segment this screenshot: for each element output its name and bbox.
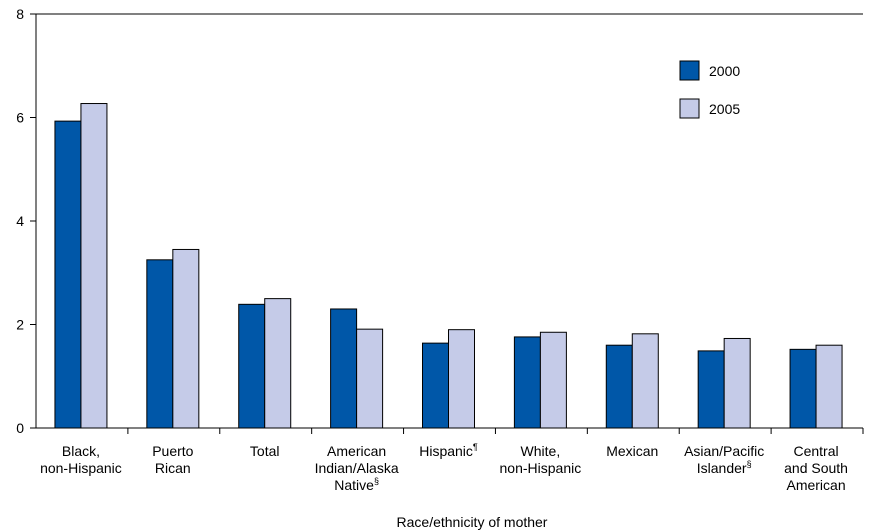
x-category-label: Total bbox=[250, 443, 280, 459]
x-category-label: Puerto Rican bbox=[152, 443, 193, 476]
bar-2000 bbox=[238, 303, 266, 429]
bar-2000 bbox=[789, 348, 817, 429]
y-tick-label: 8 bbox=[16, 6, 24, 22]
bar-2005 bbox=[815, 344, 843, 429]
bar-2000 bbox=[513, 336, 541, 429]
x-axis-title: Race/ethnicity of mother bbox=[397, 514, 548, 530]
bar-2000 bbox=[54, 120, 82, 429]
legend-label-2005: 2005 bbox=[709, 101, 740, 117]
legend-label-2000: 2000 bbox=[709, 63, 740, 79]
bar-2000 bbox=[330, 308, 358, 429]
x-category-label: American Indian/Alaska Native§ bbox=[315, 443, 399, 493]
y-tick-label: 4 bbox=[16, 213, 24, 229]
x-category-label: Mexican bbox=[606, 443, 658, 459]
bar-2005 bbox=[631, 333, 659, 429]
bar-2005 bbox=[356, 328, 384, 429]
bar-2005 bbox=[172, 248, 200, 429]
x-category-label: Central and South American bbox=[784, 443, 848, 493]
bar-2000 bbox=[146, 259, 174, 429]
bar-2000 bbox=[697, 350, 725, 429]
legend-swatch-2005 bbox=[679, 98, 700, 119]
y-tick-label: 0 bbox=[16, 420, 24, 436]
legend: 2000 2005 bbox=[679, 60, 740, 119]
x-category-label: Hispanic¶ bbox=[419, 442, 478, 459]
bar-2005 bbox=[448, 329, 475, 429]
x-category-label: Black, non-Hispanic bbox=[40, 443, 122, 476]
category-labels: Black, non-Hispanic Puerto Rican Total Americ… bbox=[40, 442, 848, 493]
bar-2005 bbox=[264, 298, 292, 429]
bars bbox=[54, 103, 843, 429]
bar-2000 bbox=[422, 342, 449, 429]
x-category-label: Asian/Pacific Islander§ bbox=[684, 443, 764, 476]
y-tick-label: 6 bbox=[16, 110, 24, 126]
bar-2005 bbox=[80, 103, 108, 429]
legend-swatch-2000 bbox=[679, 60, 700, 81]
x-category-label: White, non-Hispanic bbox=[500, 443, 582, 476]
y-tick-label: 2 bbox=[16, 317, 24, 333]
bar-2005 bbox=[723, 337, 751, 429]
bar-2000 bbox=[605, 344, 633, 429]
bar-2005 bbox=[539, 331, 567, 429]
